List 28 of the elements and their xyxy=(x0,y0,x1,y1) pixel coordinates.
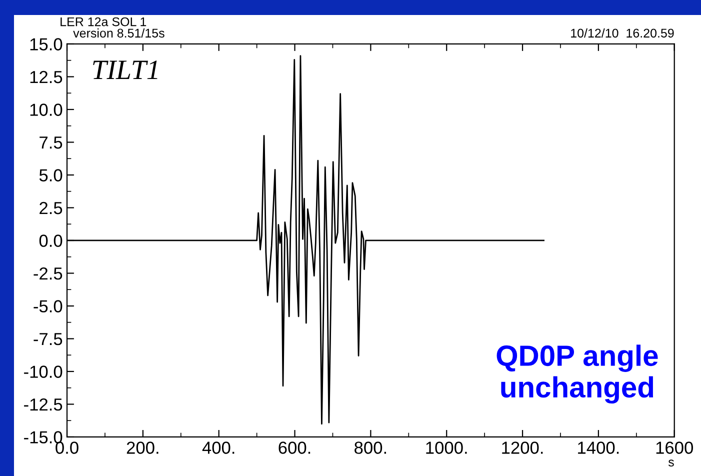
y-tick-label: -10.0 xyxy=(24,366,62,378)
y-tick-label: -7.5 xyxy=(34,333,62,346)
y-tick-label: 10.0 xyxy=(30,104,62,116)
x-tick-label: 1000. xyxy=(426,442,467,454)
x-tick-label: 0.0 xyxy=(56,442,78,454)
x-tick-label: 800. xyxy=(354,442,386,454)
y-tick-label: 0.0 xyxy=(39,234,62,247)
y-tick-label: -12.5 xyxy=(24,398,62,411)
chart-subtitle: version 8.51/15s xyxy=(73,28,164,38)
annotation: QD0P angle unchanged xyxy=(496,344,658,404)
x-tick-label: 600. xyxy=(278,442,310,454)
x-tick-label: 400. xyxy=(202,442,234,454)
y-tick-label: 2.5 xyxy=(40,202,62,214)
y-tick-label: -2.5 xyxy=(34,267,62,280)
text: 10/12/10 16.20.59 xyxy=(571,28,674,38)
y-tick-label: 5.0 xyxy=(39,169,62,182)
y-tick-label: -5.0 xyxy=(34,300,62,312)
x-tick-label: 1400. xyxy=(578,442,619,454)
x-tick-label: 200. xyxy=(126,442,158,454)
x-tick-label: 1600 xyxy=(656,442,693,454)
y-tick-label: 12.5 xyxy=(30,70,62,84)
annotation: TILT1 xyxy=(93,60,158,79)
y-tick-label: -15.0 xyxy=(24,431,62,444)
y-tick-label: 15.0 xyxy=(30,38,62,50)
x-axis-title: s xyxy=(668,460,674,466)
chart-title: LER 12a SOL 1 xyxy=(60,17,146,26)
x-tick-label: 1200. xyxy=(502,442,543,454)
y-tick-label: 7.5 xyxy=(40,136,62,149)
